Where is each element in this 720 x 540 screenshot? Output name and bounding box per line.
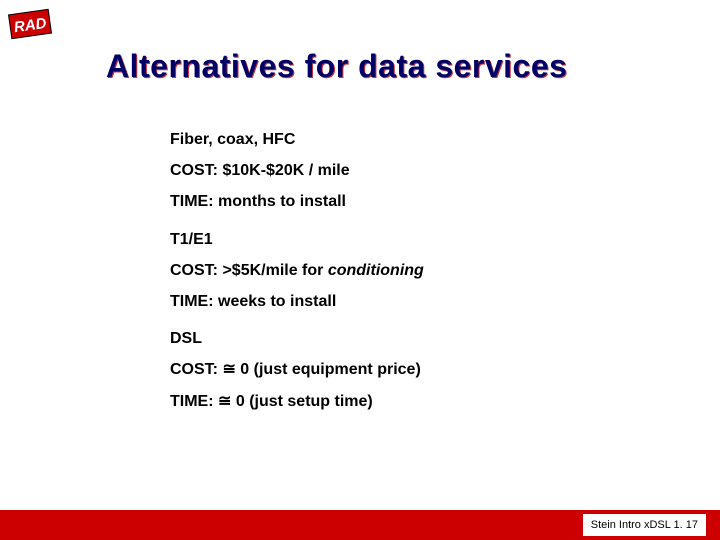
footer-bar: Stein Intro xDSL 1. 17 (0, 510, 720, 540)
section-t1e1: T1/E1 COST: >$5K/mile for conditioning T… (170, 230, 650, 312)
section-heading: DSL (170, 329, 650, 348)
section-time: TIME: months to install (170, 192, 650, 211)
section-cost: COST: $10K-$20K / mile (170, 161, 650, 180)
cost-italic: conditioning (328, 262, 424, 279)
section-dsl: DSL COST: ≅ 0 (just equipment price) TIM… (170, 329, 650, 411)
section-heading: T1/E1 (170, 230, 650, 249)
section-time: TIME: ≅ 0 (just setup time) (170, 392, 650, 411)
footer-label: Stein Intro xDSL 1. 17 (583, 514, 706, 536)
section-cost: COST: >$5K/mile for conditioning (170, 261, 650, 280)
section-time: TIME: weeks to install (170, 292, 650, 311)
section-cost: COST: ≅ 0 (just equipment price) (170, 360, 650, 379)
rad-logo: RAD (8, 8, 52, 40)
section-heading: Fiber, coax, HFC (170, 130, 650, 149)
slide-title: Alternatives for data services (106, 48, 567, 85)
cost-prefix: COST: >$5K/mile for (170, 262, 328, 279)
section-fiber: Fiber, coax, HFC COST: $10K-$20K / mile … (170, 130, 650, 212)
slide-content: Fiber, coax, HFC COST: $10K-$20K / mile … (170, 130, 650, 429)
